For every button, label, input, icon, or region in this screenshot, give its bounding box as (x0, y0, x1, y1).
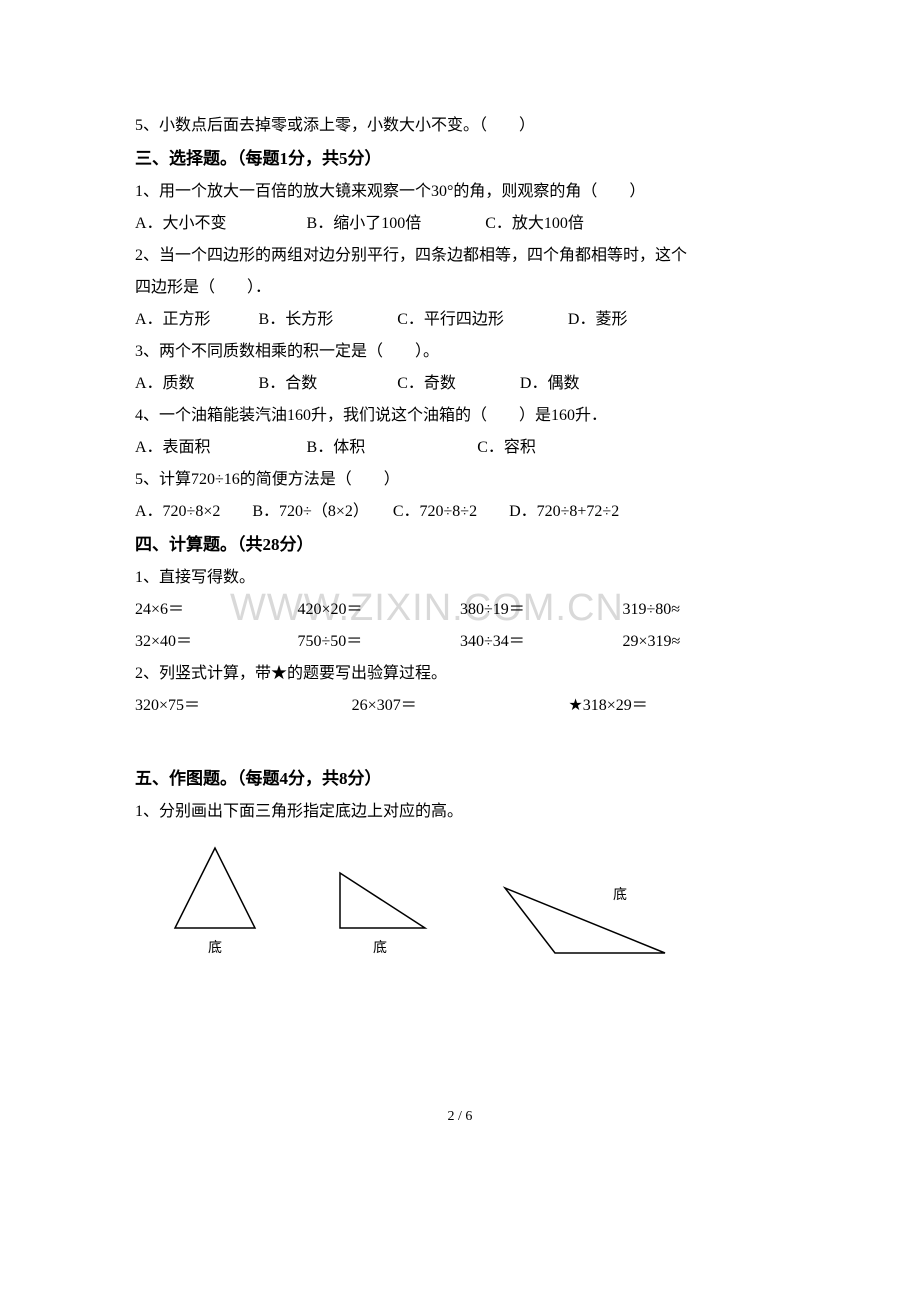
triangle-2-svg (325, 858, 435, 933)
s3-q3: 3、两个不同质数相乘的积一定是（ ）。 (135, 336, 785, 368)
triangle-2: 底 (325, 858, 435, 963)
s3-q2b: 四边形是（ ）． (135, 272, 785, 304)
calc-cell: 32×40＝ (135, 626, 298, 658)
calc-cell: 29×319≈ (623, 626, 786, 658)
calc2-cell: 320×75＝ (135, 690, 352, 722)
s5-q1: 1、分别画出下面三角形指定底边上对应的高。 (135, 796, 785, 828)
calc-cell: 750÷50＝ (298, 626, 461, 658)
triangle-1-svg (165, 838, 265, 933)
s3-q1: 1、用一个放大一百倍的放大镜来观察一个30°的角，则观察的角（ ） (135, 176, 785, 208)
s3-q1-opts: A．大小不变 B．缩小了100倍 C．放大100倍 (135, 208, 785, 240)
s3-q4-opts: A．表面积 B．体积 C．容积 (135, 432, 785, 464)
triangle-3: 底 (495, 873, 675, 963)
s4-q2: 2、列竖式计算，带★的题要写出验算过程。 (135, 658, 785, 690)
section3-title: 三、选择题。（每题1分，共5分） (135, 142, 785, 176)
section4-title: 四、计算题。（共28分） (135, 528, 785, 562)
s3-q2a: 2、当一个四边形的两组对边分别平行，四条边都相等，四个角都相等时，这个 (135, 240, 785, 272)
calc-cell: 340÷34＝ (460, 626, 623, 658)
triangle-3-svg: 底 (495, 873, 675, 963)
q5-top: 5、小数点后面去掉零或添上零，小数大小不变。（ ） (135, 110, 785, 142)
s3-q2-opts: A．正方形 B．长方形 C．平行四边形 D．菱形 (135, 304, 785, 336)
calc2-cell: 26×307＝ (352, 690, 569, 722)
fig-label: 底 (325, 935, 435, 963)
s4-q1: 1、直接写得数。 (135, 562, 785, 594)
calc-cell: 319÷80≈ (623, 594, 786, 626)
section5-title: 五、作图题。（每题4分，共8分） (135, 762, 785, 796)
triangle-figures: 底 底 底 (135, 828, 785, 963)
page-footer: 2 / 6 (135, 1103, 785, 1131)
calc2-cell: ★318×29＝ (568, 690, 785, 722)
fig-label-inline: 底 (613, 887, 627, 903)
calc-cell: 24×6＝ (135, 594, 298, 626)
fig-label: 底 (165, 935, 265, 963)
calc2-row: 320×75＝ 26×307＝ ★318×29＝ (135, 690, 785, 722)
s3-q5-opts: A．720÷8×2 B．720÷（8×2） C．720÷8÷2 D．720÷8+… (135, 496, 785, 528)
triangle-1: 底 (165, 838, 265, 963)
calc-cell: 380÷19＝ (460, 594, 623, 626)
calc-cell: 420×20＝ (298, 594, 461, 626)
s3-q5: 5、计算720÷16的简便方法是（ ） (135, 464, 785, 496)
calc-row-2: 32×40＝ 750÷50＝ 340÷34＝ 29×319≈ (135, 626, 785, 658)
s3-q3-opts: A．质数 B．合数 C．奇数 D．偶数 (135, 368, 785, 400)
s3-q4: 4、一个油箱能装汽油160升，我们说这个油箱的（ ）是160升． (135, 400, 785, 432)
calc-row-1: 24×6＝ 420×20＝ 380÷19＝ 319÷80≈ (135, 594, 785, 626)
